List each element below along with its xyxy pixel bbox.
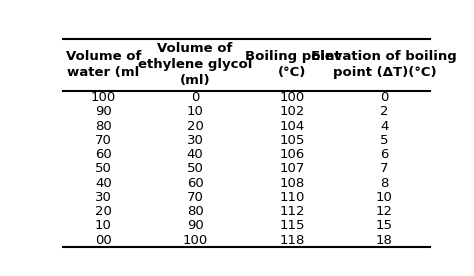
- Text: 118: 118: [280, 233, 305, 246]
- Text: 5: 5: [380, 134, 389, 147]
- Text: 30: 30: [187, 134, 204, 147]
- Text: 30: 30: [95, 191, 112, 204]
- Text: 70: 70: [187, 191, 204, 204]
- Text: 15: 15: [376, 219, 393, 232]
- Text: 20: 20: [95, 205, 112, 218]
- Text: 2: 2: [380, 105, 389, 118]
- Text: 100: 100: [182, 233, 208, 246]
- Text: Volume of
water (ml: Volume of water (ml: [65, 51, 141, 79]
- Text: 8: 8: [380, 177, 389, 190]
- Text: 20: 20: [187, 120, 204, 132]
- Text: Volume of
ethylene glycol
(ml): Volume of ethylene glycol (ml): [138, 43, 252, 87]
- Text: 90: 90: [95, 105, 112, 118]
- Text: 50: 50: [187, 162, 204, 175]
- Text: Boiling point
(°C): Boiling point (°C): [245, 51, 340, 79]
- Text: Elevation of boiling
point (ΔT)(°C): Elevation of boiling point (ΔT)(°C): [311, 51, 457, 79]
- Text: 7: 7: [380, 162, 389, 175]
- Text: 4: 4: [380, 120, 389, 132]
- Text: 112: 112: [280, 205, 305, 218]
- Text: 10: 10: [376, 191, 393, 204]
- Text: 106: 106: [280, 148, 305, 161]
- Text: 107: 107: [280, 162, 305, 175]
- Text: 104: 104: [280, 120, 305, 132]
- Text: 100: 100: [280, 91, 305, 104]
- Text: 90: 90: [187, 219, 203, 232]
- Text: 102: 102: [280, 105, 305, 118]
- Text: 100: 100: [91, 91, 116, 104]
- Text: 50: 50: [95, 162, 112, 175]
- Text: 110: 110: [280, 191, 305, 204]
- Text: 60: 60: [95, 148, 112, 161]
- Text: 6: 6: [380, 148, 389, 161]
- Text: 80: 80: [187, 205, 203, 218]
- Text: 115: 115: [280, 219, 305, 232]
- Text: 105: 105: [280, 134, 305, 147]
- Text: 60: 60: [187, 177, 203, 190]
- Text: 10: 10: [187, 105, 204, 118]
- Text: 40: 40: [187, 148, 203, 161]
- Text: 80: 80: [95, 120, 112, 132]
- Text: 0: 0: [380, 91, 389, 104]
- Text: 108: 108: [280, 177, 305, 190]
- Text: 0: 0: [191, 91, 200, 104]
- Text: 10: 10: [95, 219, 112, 232]
- Text: 00: 00: [95, 233, 112, 246]
- Text: 40: 40: [95, 177, 112, 190]
- Text: 70: 70: [95, 134, 112, 147]
- Text: 18: 18: [376, 233, 393, 246]
- Text: 12: 12: [376, 205, 393, 218]
